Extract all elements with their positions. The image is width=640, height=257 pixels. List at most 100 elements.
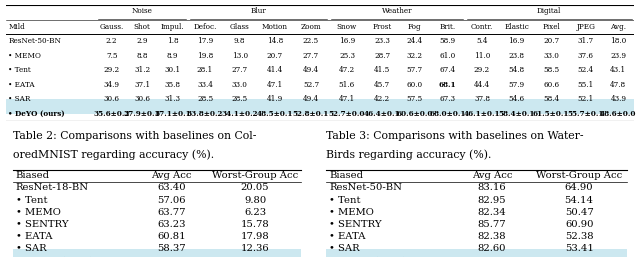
Text: Gauss.: Gauss.	[99, 23, 124, 31]
Text: 42.2: 42.2	[374, 95, 390, 103]
Text: 63.77: 63.77	[157, 208, 186, 217]
Text: 82.38: 82.38	[477, 232, 506, 241]
Text: 33.4: 33.4	[197, 81, 213, 89]
Text: 15.78: 15.78	[241, 220, 269, 229]
Text: 31.3: 31.3	[164, 95, 180, 103]
Text: 85.77: 85.77	[477, 220, 506, 229]
Text: 47.8: 47.8	[611, 81, 627, 89]
Text: 28.5: 28.5	[232, 95, 248, 103]
Text: 63.23: 63.23	[157, 220, 186, 229]
Text: 82.60: 82.60	[477, 244, 506, 253]
Text: 41.4: 41.4	[267, 66, 283, 74]
Text: Elastic: Elastic	[504, 23, 529, 31]
Text: 8.9: 8.9	[167, 52, 179, 60]
Text: 51.6: 51.6	[339, 81, 355, 89]
Text: Fog: Fog	[408, 23, 422, 31]
Text: 45.7: 45.7	[374, 81, 390, 89]
Text: 30.6: 30.6	[104, 95, 120, 103]
Text: Worst-Group Acc: Worst-Group Acc	[212, 171, 298, 180]
Text: 16.9: 16.9	[339, 37, 355, 45]
Text: Digital: Digital	[537, 7, 561, 15]
Text: 16.9: 16.9	[509, 37, 525, 45]
Text: Avg.: Avg.	[611, 23, 627, 31]
Text: ResNet-50-BN: ResNet-50-BN	[8, 37, 61, 45]
Text: 32.2: 32.2	[407, 52, 423, 60]
Text: 52.4: 52.4	[578, 66, 594, 74]
Text: 24.4: 24.4	[407, 37, 423, 45]
Text: 52.7: 52.7	[303, 81, 319, 89]
Text: 55.1: 55.1	[578, 81, 594, 89]
Text: 50.47: 50.47	[564, 208, 593, 217]
Text: 5.4: 5.4	[476, 37, 488, 45]
Text: Shot: Shot	[134, 23, 150, 31]
Text: ResNet-50-BN: ResNet-50-BN	[330, 183, 403, 192]
Text: 33.0: 33.0	[543, 52, 559, 60]
Text: 23.8: 23.8	[509, 52, 525, 60]
Text: 54.6: 54.6	[509, 95, 525, 103]
Text: Biased: Biased	[330, 171, 364, 180]
Text: 33.0: 33.0	[232, 81, 248, 89]
Text: Table 2: Comparisons with baselines on Col-: Table 2: Comparisons with baselines on C…	[13, 131, 256, 141]
Text: 67.4: 67.4	[439, 66, 456, 74]
Text: 41.9: 41.9	[267, 95, 283, 103]
Text: • SAR: • SAR	[8, 95, 31, 103]
Text: 9.8: 9.8	[234, 37, 246, 45]
Text: 9.80: 9.80	[244, 196, 266, 205]
Text: 52.1: 52.1	[578, 95, 594, 103]
Text: • Tent: • Tent	[16, 196, 47, 205]
Text: 1.8: 1.8	[167, 37, 179, 45]
Text: 25.3: 25.3	[339, 52, 355, 60]
Text: 28.7: 28.7	[374, 52, 390, 60]
Text: Snow: Snow	[337, 23, 357, 31]
Text: • Tent: • Tent	[330, 196, 361, 205]
Text: 54.14: 54.14	[564, 196, 594, 205]
Text: 60.6: 60.6	[543, 81, 559, 89]
Text: 64.90: 64.90	[565, 183, 593, 192]
Text: Defoc.: Defoc.	[193, 23, 217, 31]
Text: • Tent: • Tent	[8, 66, 31, 74]
Text: Biased: Biased	[16, 171, 50, 180]
Text: 60.81: 60.81	[157, 232, 186, 241]
Text: ResNet-18-BN: ResNet-18-BN	[16, 183, 89, 192]
Text: 30.1: 30.1	[164, 66, 180, 74]
Text: 28.1: 28.1	[197, 66, 213, 74]
Text: Motion: Motion	[262, 23, 288, 31]
Text: 67.3: 67.3	[440, 95, 456, 103]
Text: 58.5: 58.5	[543, 66, 559, 74]
Text: 58.9: 58.9	[439, 37, 456, 45]
Text: 37.9±0.1: 37.9±0.1	[124, 109, 161, 117]
Text: 52.8±0.1: 52.8±0.1	[293, 109, 329, 117]
Text: 22.5: 22.5	[303, 37, 319, 45]
Text: Worst-Group Acc: Worst-Group Acc	[536, 171, 622, 180]
Text: 47.1: 47.1	[267, 81, 283, 89]
Text: • SAR: • SAR	[16, 244, 47, 253]
Text: 18.0: 18.0	[611, 37, 627, 45]
Text: 31.2: 31.2	[134, 66, 150, 74]
Text: Brit.: Brit.	[439, 23, 456, 31]
Text: 31.7: 31.7	[578, 37, 594, 45]
Text: Impul.: Impul.	[161, 23, 184, 31]
Text: 57.5: 57.5	[407, 95, 423, 103]
Text: Frost: Frost	[372, 23, 392, 31]
Text: 60.6±0.0: 60.6±0.0	[397, 109, 433, 117]
Text: 46.1±0.1: 46.1±0.1	[463, 109, 500, 117]
Text: 47.1: 47.1	[339, 95, 355, 103]
Text: 55.7±0.1: 55.7±0.1	[568, 109, 604, 117]
Text: Mild: Mild	[8, 23, 25, 31]
Text: 41.5: 41.5	[374, 66, 390, 74]
Text: 19.8: 19.8	[197, 52, 213, 60]
Text: • SENTRY: • SENTRY	[330, 220, 382, 229]
Text: Noise: Noise	[132, 7, 152, 15]
Text: 11.0: 11.0	[474, 52, 490, 60]
Text: JPEG: JPEG	[577, 23, 595, 31]
Text: 52.38: 52.38	[565, 232, 593, 241]
Text: 14.8: 14.8	[267, 37, 283, 45]
Text: 52.7±0.0: 52.7±0.0	[329, 109, 365, 117]
Text: 82.34: 82.34	[477, 208, 506, 217]
Text: 57.9: 57.9	[509, 81, 525, 89]
Text: • SAR: • SAR	[330, 244, 360, 253]
Text: 58.4±0.1: 58.4±0.1	[499, 109, 535, 117]
Text: 2.9: 2.9	[136, 37, 148, 45]
Text: 34.1±0.2: 34.1±0.2	[221, 109, 258, 117]
Text: 29.2: 29.2	[104, 66, 120, 74]
